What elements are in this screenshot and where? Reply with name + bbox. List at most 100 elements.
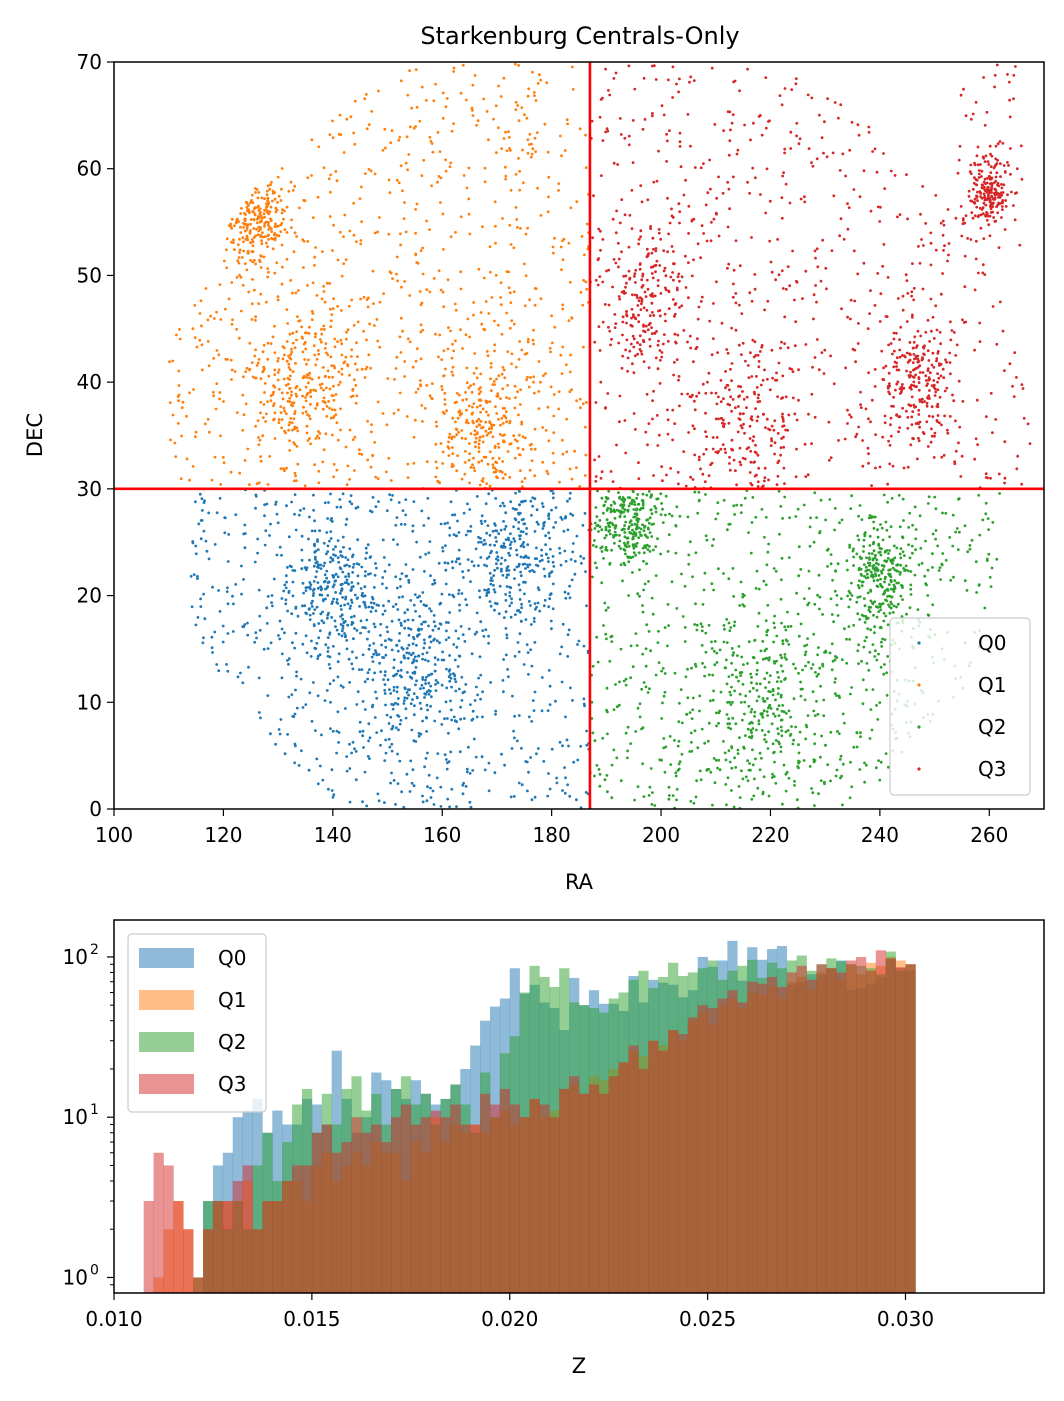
- scatter-point: [804, 737, 808, 741]
- scatter-point: [855, 745, 859, 749]
- scatter-point: [722, 640, 726, 644]
- scatter-point: [1000, 186, 1004, 190]
- scatter-point: [835, 694, 838, 697]
- scatter-point: [518, 632, 522, 636]
- scatter-point: [627, 245, 631, 249]
- scatter-point: [455, 720, 458, 724]
- scatter-point: [469, 703, 472, 706]
- scatter-point: [426, 659, 430, 663]
- scatter-point: [422, 646, 426, 650]
- scatter-point: [851, 549, 855, 553]
- scatter-point: [433, 581, 437, 585]
- scatter-point: [525, 760, 529, 764]
- scatter-point: [787, 643, 791, 646]
- scatter-point: [219, 483, 223, 486]
- scatter-point: [780, 656, 784, 660]
- scatter-point: [852, 249, 856, 253]
- scatter-point: [608, 532, 612, 536]
- scatter-point: [757, 719, 761, 723]
- scatter-point: [470, 560, 474, 563]
- scatter-point: [504, 177, 508, 181]
- scatter-point: [786, 729, 790, 732]
- scatter-point: [392, 779, 396, 782]
- scatter-point: [480, 540, 483, 544]
- scatter-point: [350, 348, 354, 352]
- scatter-point: [230, 281, 234, 284]
- scatter-point: [941, 511, 944, 515]
- scatter-point: [533, 303, 537, 307]
- scatter-point: [810, 787, 813, 790]
- scatter-point: [332, 364, 336, 368]
- scatter-point: [274, 210, 278, 214]
- scatter-point: [660, 669, 663, 673]
- scatter-point: [430, 396, 433, 400]
- scatter-point: [880, 564, 884, 567]
- scatter-point: [199, 537, 203, 541]
- scatter-point: [612, 161, 616, 165]
- scatter-point: [642, 795, 646, 798]
- scatter-point: [738, 736, 741, 740]
- scatter-point: [501, 387, 505, 391]
- scatter-point: [593, 774, 596, 778]
- scatter-point: [310, 377, 314, 381]
- scatter-point: [949, 578, 953, 582]
- scatter-point: [462, 576, 465, 579]
- scatter-point: [506, 350, 510, 353]
- scatter-point: [468, 772, 472, 775]
- scatter-point: [371, 678, 375, 682]
- scatter-point: [758, 751, 762, 755]
- scatter-point: [742, 747, 746, 750]
- scatter-point: [370, 423, 373, 427]
- scatter-point: [678, 701, 681, 705]
- scatter-point: [373, 671, 376, 675]
- scatter-point: [404, 574, 408, 578]
- scatter-point: [305, 651, 309, 655]
- scatter-point: [733, 756, 736, 760]
- scatter-point: [654, 510, 658, 514]
- scatter-point: [177, 384, 181, 387]
- scatter-point: [634, 545, 638, 548]
- scatter-point: [555, 776, 558, 780]
- scatter-point: [600, 496, 604, 500]
- scatter-point: [434, 679, 438, 682]
- scatter-point: [676, 744, 680, 748]
- scatter-point: [647, 366, 651, 370]
- scatter-point: [430, 184, 433, 188]
- scatter-point: [384, 645, 388, 649]
- scatter-point: [582, 644, 586, 648]
- scatter-point: [711, 337, 715, 340]
- scatter-point: [606, 710, 609, 714]
- scatter-point: [226, 602, 230, 606]
- scatter-point: [257, 711, 261, 714]
- scatter-point: [212, 357, 216, 360]
- scatter-point: [747, 376, 751, 379]
- scatter-point: [831, 578, 834, 582]
- scatter-point: [225, 663, 228, 666]
- scatter-point: [414, 683, 417, 687]
- scatter-point: [512, 246, 516, 250]
- scatter-point: [367, 168, 371, 171]
- scatter-point: [340, 367, 344, 371]
- scatter-point: [734, 239, 738, 243]
- scatter-point: [471, 769, 475, 772]
- scatter-point: [269, 217, 272, 221]
- scatter-point: [475, 405, 479, 409]
- scatter-point: [875, 584, 879, 588]
- scatter-point: [367, 647, 371, 651]
- scatter-point: [784, 628, 788, 632]
- scatter-point: [884, 598, 887, 602]
- scatter-point: [944, 511, 948, 515]
- scatter-point: [266, 357, 270, 361]
- scatter-point: [926, 613, 930, 617]
- scatter-point: [284, 383, 288, 387]
- scatter-point: [291, 594, 295, 598]
- scatter-point: [459, 328, 462, 332]
- scatter-point: [709, 187, 712, 191]
- scatter-point: [743, 496, 747, 500]
- scatter-point: [552, 461, 555, 465]
- scatter-point: [486, 354, 490, 358]
- scatter-point: [473, 440, 477, 444]
- scatter-point: [493, 543, 496, 547]
- scatter-point: [880, 640, 883, 644]
- scatter-point: [330, 616, 334, 619]
